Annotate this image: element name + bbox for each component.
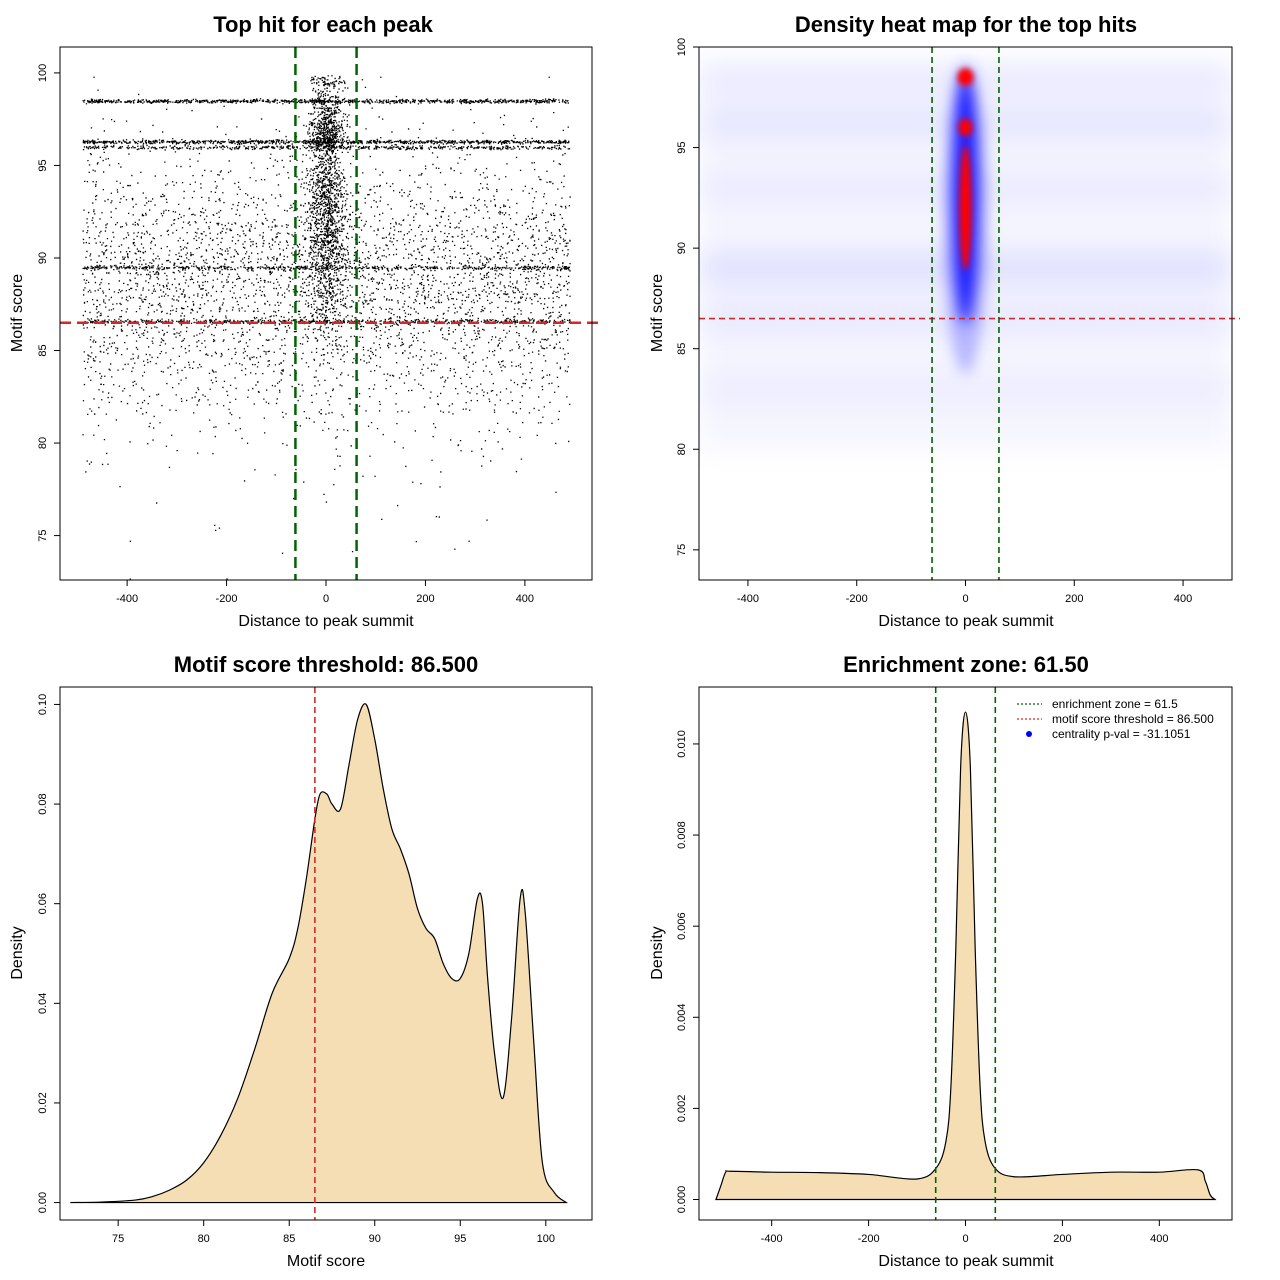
- score-density-x-tick-label: 95: [454, 1233, 466, 1245]
- score-density-y-label: Density: [9, 926, 26, 979]
- score-density-plot-frame: [59, 686, 593, 1221]
- scatter-x-label: Distance to peak summit: [238, 613, 414, 630]
- enrichment-zone-lines: [934, 687, 997, 1220]
- scatter-x-axis: -400 -200 0 200 400: [116, 580, 534, 605]
- heatmap-y-tick-label: 90: [676, 242, 688, 254]
- scatter-y-tick-label: 80: [37, 437, 49, 449]
- score-density-x-axis: 75 80 85 90 95 100: [112, 1220, 555, 1245]
- heatmap-surface: [699, 47, 1232, 580]
- scatter-x-tick-label: -400: [116, 593, 138, 605]
- score-density-area: [70, 703, 568, 1204]
- score-density-y-tick-label: 0.10: [37, 694, 49, 715]
- score-density-y-tick-label: 0.02: [37, 1092, 49, 1113]
- scatter-point-cloud: [82, 75, 571, 580]
- enrichment-x-tick-label: -200: [858, 1233, 880, 1245]
- legend: enrichment zone = 61.5 motif score thres…: [1017, 697, 1214, 741]
- enrichment-title: Enrichment zone: 61.50: [843, 652, 1089, 677]
- scatter-points: [82, 75, 571, 580]
- legend-centrality-label: centrality p-val = -31.1051: [1052, 727, 1191, 741]
- heatmap-x-tick-label: 0: [962, 593, 968, 605]
- enrichment-y-tick-label: 0.004: [676, 1004, 688, 1032]
- score-density-x-tick-label: 90: [369, 1233, 381, 1245]
- score-density-y-tick-label: 0.08: [37, 793, 49, 814]
- scatter-title: Top hit for each peak: [213, 12, 433, 37]
- enrichment-y-axis: 0.000 0.002 0.004 0.006 0.008 0.010: [676, 730, 699, 1213]
- scatter-y-tick-label: 95: [37, 159, 49, 171]
- scatter-x-tick-label: 0: [323, 593, 329, 605]
- enrichment-x-label: Distance to peak summit: [878, 1253, 1054, 1270]
- enrichment-y-tick-label: 0.000: [676, 1186, 688, 1214]
- enrichment-x-tick-label: 200: [1053, 1233, 1071, 1245]
- heatmap-y-label: Motif score: [649, 274, 666, 352]
- enrichment-x-tick-label: -400: [761, 1233, 783, 1245]
- heatmap-x-tick-label: 400: [1174, 593, 1192, 605]
- heatmap-x-tick-label: -200: [846, 593, 868, 605]
- heatmap-y-tick-label: 95: [676, 141, 688, 153]
- enrichment-y-tick-label: 0.006: [676, 912, 688, 940]
- score-density-x-label: Motif score: [287, 1253, 365, 1270]
- heatmap-y-tick-label: 80: [676, 443, 688, 455]
- scatter-x-tick-label: 200: [416, 593, 434, 605]
- score-density-x-tick-label: 75: [112, 1233, 124, 1245]
- panel-scatter: Top hit for each peak -400 -200 0 200 400 75…: [9, 12, 600, 630]
- panel-enrichment-density: Enrichment zone: 61.50 -400 -200 0 200 400 0…: [649, 652, 1233, 1270]
- score-density-x-tick-label: 80: [198, 1233, 210, 1245]
- score-density-x-tick-label: 85: [283, 1233, 295, 1245]
- legend-threshold-label: motif score threshold = 86.500: [1052, 712, 1214, 726]
- enrichment-x-axis: -400 -200 0 200 400: [761, 1220, 1168, 1245]
- scatter-reference-lines: [60, 47, 600, 580]
- legend-zone-label: enrichment zone = 61.5: [1052, 697, 1178, 711]
- enrichment-density-area: [715, 711, 1217, 1201]
- score-density-y-tick-label: 0.04: [37, 993, 49, 1014]
- score-density-y-axis: 0.00 0.02 0.04 0.06 0.08 0.10: [37, 694, 60, 1213]
- enrichment-y-label: Density: [649, 926, 666, 979]
- score-density-y-tick-label: 0.06: [37, 893, 49, 914]
- scatter-y-label: Motif score: [9, 274, 26, 352]
- heatmap-x-tick-label: 200: [1065, 593, 1083, 605]
- legend-centrality-dot: [1026, 731, 1032, 737]
- heatmap-x-label: Distance to peak summit: [878, 613, 1054, 630]
- score-density-title: Motif score threshold: 86.500: [174, 652, 478, 677]
- scatter-x-tick-label: 400: [516, 593, 534, 605]
- enrichment-y-tick-label: 0.010: [676, 730, 688, 758]
- enrichment-y-tick-label: 0.002: [676, 1095, 688, 1123]
- panel-heatmap: Density heat map for the top hits -400 -2…: [649, 12, 1240, 630]
- enrichment-y-tick-label: 0.008: [676, 821, 688, 849]
- scatter-y-tick-label: 90: [37, 252, 49, 264]
- heatmap-hotspot: [959, 145, 972, 271]
- scatter-y-axis: 75 80 85 90 95 100: [37, 64, 60, 542]
- heatmap-x-axis: -400 -200 0 200 400: [737, 580, 1192, 605]
- enrichment-x-tick-label: 400: [1150, 1233, 1168, 1245]
- heatmap-hotspots: [957, 68, 974, 271]
- heatmap-y-axis: 75 80 85 90 95 100: [676, 38, 699, 556]
- heatmap-y-tick-label: 100: [676, 38, 688, 56]
- heatmap-hotspot: [957, 68, 974, 87]
- scatter-y-tick-label: 75: [37, 529, 49, 541]
- score-density-x-tick-label: 100: [537, 1233, 555, 1245]
- enrichment-x-tick-label: 0: [962, 1233, 968, 1245]
- scatter-x-tick-label: -200: [216, 593, 238, 605]
- heatmap-hotspot: [958, 118, 973, 137]
- heatmap-y-tick-label: 85: [676, 343, 688, 355]
- heatmap-y-tick-label: 75: [676, 544, 688, 556]
- score-density-y-tick-label: 0.00: [37, 1192, 49, 1213]
- panel-score-density: Motif score threshold: 86.500 75 80 85 90 95…: [9, 652, 593, 1270]
- heatmap-x-tick-label: -400: [737, 593, 759, 605]
- heatmap-title: Density heat map for the top hits: [795, 12, 1137, 37]
- heatmap-reference-lines: [699, 47, 1240, 580]
- scatter-y-tick-label: 100: [37, 64, 49, 82]
- scatter-y-tick-label: 85: [37, 344, 49, 356]
